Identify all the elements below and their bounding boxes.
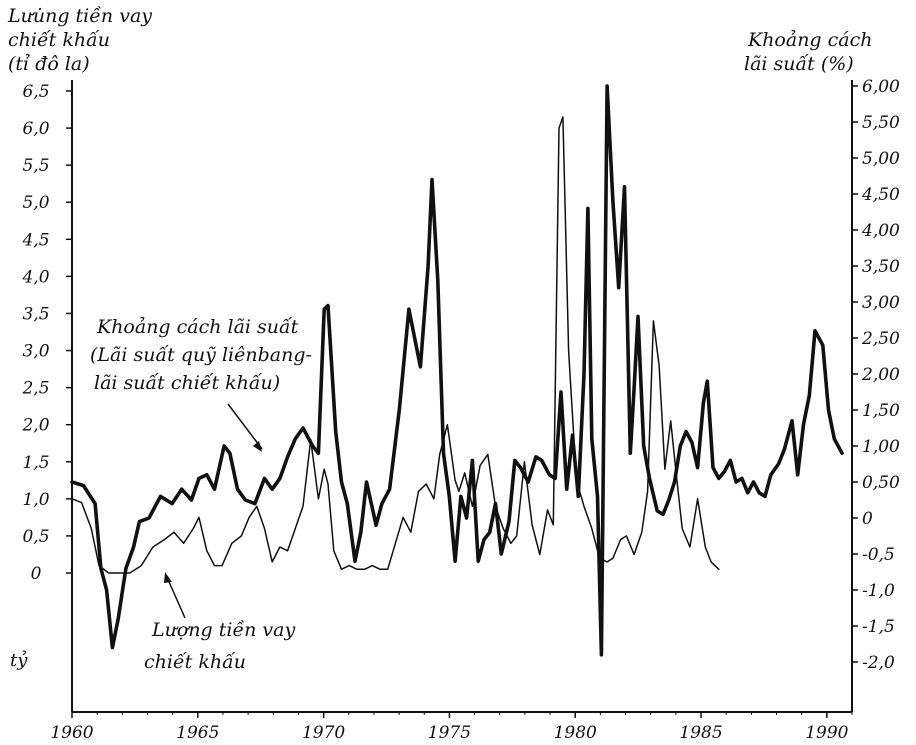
right-tick-label: -0,5 bbox=[862, 545, 895, 565]
annotation-spread-line-3: lãi suất chiết khấu) bbox=[94, 372, 280, 394]
left-tick-label: 5,0 bbox=[22, 193, 49, 213]
right-axis-title: Khoảng cách lãi suất (%) bbox=[744, 29, 879, 75]
right-tick-label: 5,50 bbox=[862, 113, 900, 133]
left-tick-label: 3,5 bbox=[22, 304, 49, 324]
annotation-spread-arrowhead bbox=[253, 441, 262, 452]
right-tick-label: 5,00 bbox=[862, 149, 900, 169]
right-tick-label: 0 bbox=[862, 509, 873, 529]
annotation-borrowings-arrowhead bbox=[164, 572, 172, 583]
right-axis-title-line-1: Khoảng cách bbox=[747, 29, 872, 51]
right-axis-title-line-2: lãi suất (%) bbox=[744, 53, 854, 75]
annotation-borrowings-line-2: chiết khấu bbox=[144, 651, 246, 673]
annotation-spread-arrow bbox=[227, 403, 263, 450]
right-tick-label: 4,00 bbox=[861, 221, 900, 241]
left-tick-label: 1,5 bbox=[22, 453, 49, 473]
left-tick-label: 5,5 bbox=[22, 156, 49, 176]
x-tick-label: 1980 bbox=[554, 723, 597, 743]
series-line-borrowings bbox=[70, 84, 844, 657]
left-tick-label: 4,0 bbox=[21, 267, 49, 287]
right-tick-label: 1,50 bbox=[862, 401, 900, 421]
right-tick-label: 2,00 bbox=[861, 365, 900, 385]
annotation-spread: Khoảng cách lãi suất (Lãi suất quỹ liênb… bbox=[90, 316, 318, 394]
left-axis-title-line-1: Lưu̇ng tiền vay bbox=[7, 5, 152, 27]
series-layer bbox=[70, 84, 844, 657]
left-tick-label: 0,5 bbox=[22, 527, 49, 547]
right-tick-label: -1,5 bbox=[862, 617, 895, 637]
x-tick-label: 1990 bbox=[805, 723, 848, 743]
left-tick-label: 6,5 bbox=[22, 82, 49, 102]
right-tick-label: -2,0 bbox=[862, 653, 895, 673]
right-tick-label: 3,00 bbox=[862, 293, 900, 313]
left-axis-title: Lưu̇ng tiền vay chiết khấu (tỉ đô la) bbox=[7, 5, 158, 75]
axes: 6,56,05,55,04,54,03,53,02,52,01,51,00,50… bbox=[21, 77, 900, 743]
left-tick-label: 0 bbox=[31, 564, 42, 584]
x-tick-label: 1970 bbox=[302, 723, 345, 743]
left-tick-label: 3,0 bbox=[22, 342, 49, 362]
annotation-borrowings: Lượng tiền vay chiết khấu bbox=[144, 619, 301, 673]
left-tick-label: 1,0 bbox=[22, 490, 49, 510]
right-tick-label: 0,50 bbox=[862, 473, 900, 493]
left-tick-label: 2,5 bbox=[21, 379, 49, 399]
x-tick-label: 1960 bbox=[50, 723, 93, 743]
right-tick-label: 1,00 bbox=[862, 437, 900, 457]
x-tick-label: 1985 bbox=[679, 723, 722, 743]
annotation-spread-line-2: (Lãi suất quỹ liênbang- bbox=[90, 344, 312, 366]
left-tick-label: 6,0 bbox=[22, 119, 49, 139]
right-tick-label: 3,50 bbox=[862, 257, 900, 277]
right-tick-label: 6,00 bbox=[862, 77, 900, 97]
left-tick-label: 2,0 bbox=[21, 416, 49, 436]
left-axis-extra-label: tỷ bbox=[10, 650, 28, 671]
left-axis-title-line-3: (tỉ đô la) bbox=[8, 53, 90, 75]
left-axis-title-line-2: chiết khấu bbox=[8, 29, 110, 51]
left-tick-label: 4,5 bbox=[21, 230, 49, 250]
annotation-borrowings-line-1: Lượng tiền vay bbox=[151, 619, 295, 641]
right-tick-label: 2,50 bbox=[861, 329, 900, 349]
right-tick-label: 4,50 bbox=[861, 185, 900, 205]
x-tick-label: 1975 bbox=[428, 723, 471, 743]
series-line-spread bbox=[71, 116, 720, 574]
right-tick-label: -1,0 bbox=[862, 581, 895, 601]
x-tick-label: 1965 bbox=[176, 723, 219, 743]
annotation-spread-line-1: Khoảng cách lãi suất bbox=[96, 316, 299, 338]
